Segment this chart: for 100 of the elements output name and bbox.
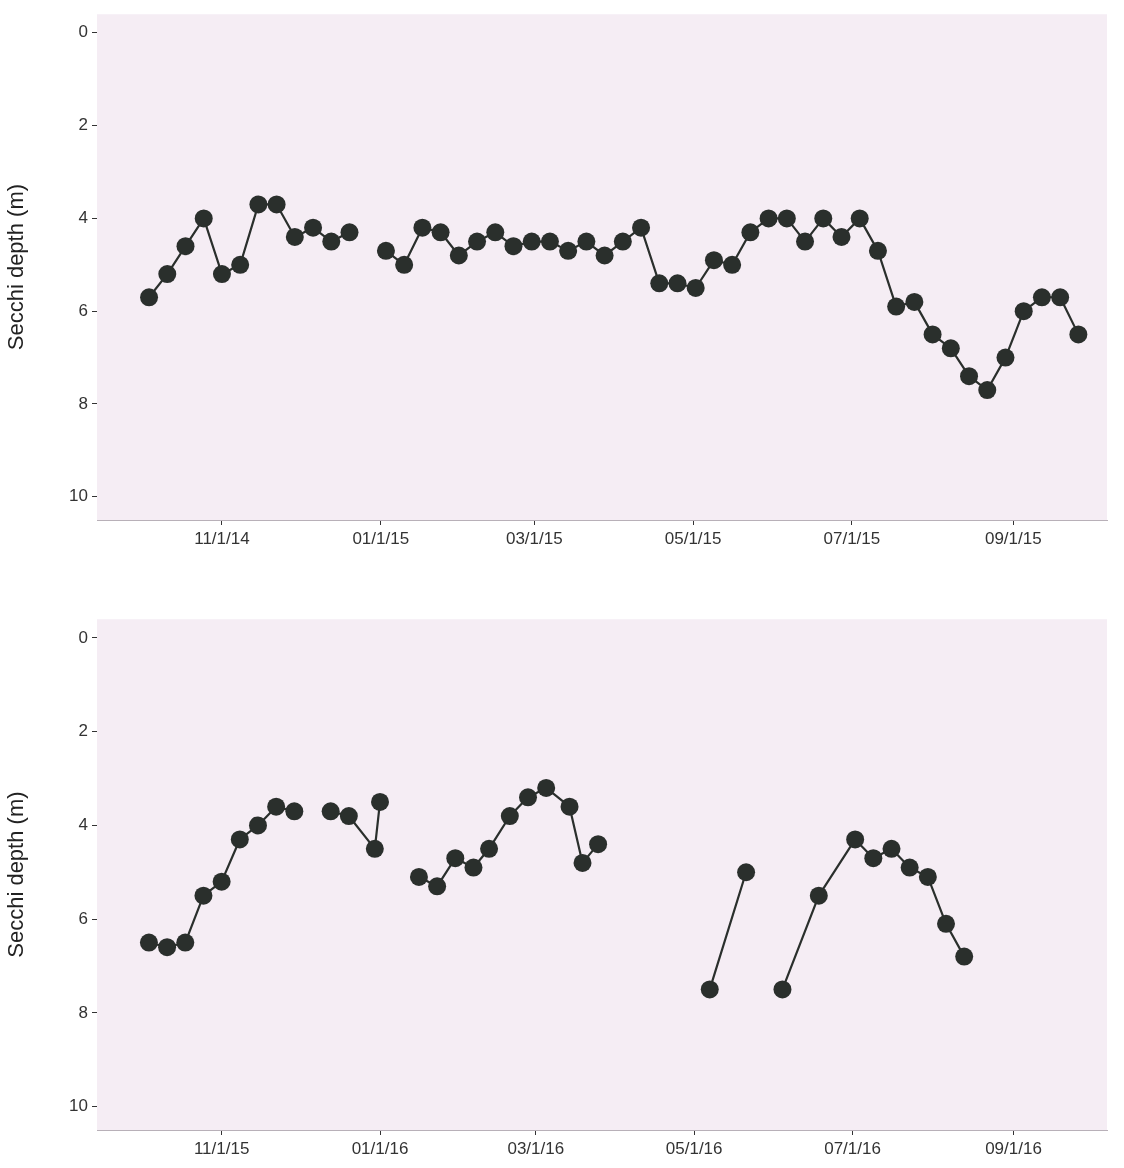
point [249,195,268,214]
y-tick-label: 2 [78,721,88,741]
point [500,807,519,826]
point [519,788,537,807]
point [413,218,432,237]
point [464,858,483,877]
point [212,265,231,284]
point [923,325,942,344]
point [918,867,937,886]
point [267,195,286,214]
point [1069,325,1088,344]
point [230,830,249,849]
y-tick-label: 10 [69,486,88,506]
point [1051,288,1070,307]
x-tick-label: 01/1/16 [351,1138,409,1158]
point [158,265,177,284]
x-tick-label: 05/1/15 [664,528,722,548]
point [158,938,177,957]
point [559,241,578,260]
point [955,947,974,966]
point [540,232,559,251]
point [321,802,340,821]
point [864,849,883,868]
point [589,835,608,854]
point [537,778,556,797]
point [868,241,887,260]
x-tick-label: 03/1/15 [505,528,563,548]
y-axis-title: Secchi depth (m) [3,183,29,351]
point [449,246,468,265]
y-tick-label: 0 [78,22,88,42]
point [446,849,465,868]
point [248,816,267,835]
point [577,232,596,251]
x-tick-label: 05/1/16 [665,1138,723,1158]
point [887,297,906,316]
y-tick-label: 10 [69,1096,88,1116]
y-axis-title: Secchi depth (m) [3,791,29,958]
point [376,241,395,260]
point [480,839,499,858]
point [613,232,632,251]
point [395,255,414,274]
point [431,223,450,242]
point [1032,288,1051,307]
x-tick-label: 01/1/15 [352,528,410,548]
point [322,232,341,251]
point [846,830,865,849]
point [409,867,428,886]
point [759,209,778,228]
point [900,858,919,877]
point [777,209,796,228]
x-tick-label: 07/1/16 [824,1138,881,1158]
point [882,839,901,858]
point [371,792,390,811]
x-tick-label: 03/1/16 [507,1138,565,1158]
point [468,232,487,251]
point [832,227,851,246]
point [704,251,723,270]
point [996,348,1015,367]
x-tick-label: 11/1/14 [194,528,250,548]
point [139,933,158,952]
point [960,367,979,386]
point [486,223,505,242]
point [937,914,956,933]
point [650,274,669,293]
point [176,237,195,256]
point [737,863,756,882]
point [809,886,828,905]
point [339,807,358,826]
y-tick-label: 4 [78,208,88,228]
x-tick-label: 11/1/15 [193,1138,250,1158]
point [850,209,869,228]
x-tick-label: 09/1/16 [985,1138,1042,1158]
y-tick-label: 8 [78,393,88,413]
point [304,218,323,237]
point [212,872,231,891]
point [285,802,304,821]
y-tick-label: 8 [78,1002,88,1022]
point [140,288,159,307]
point [522,232,541,251]
x-tick-label: 09/1/15 [984,528,1042,548]
point [723,255,742,274]
point [668,274,687,293]
x-tick-label: 07/1/15 [823,528,881,548]
point [796,232,815,251]
y-tick-label: 0 [78,627,88,647]
point [1014,302,1033,321]
point [504,237,523,256]
point [365,839,384,858]
point [978,381,997,400]
y-tick-label: 4 [78,815,88,835]
point [573,853,592,872]
point [595,246,614,265]
point [231,255,250,274]
point [905,292,924,311]
y-tick-label: 6 [78,300,88,320]
point [741,223,760,242]
point [340,223,359,242]
point [700,980,719,999]
point [773,980,792,999]
point [686,278,705,297]
